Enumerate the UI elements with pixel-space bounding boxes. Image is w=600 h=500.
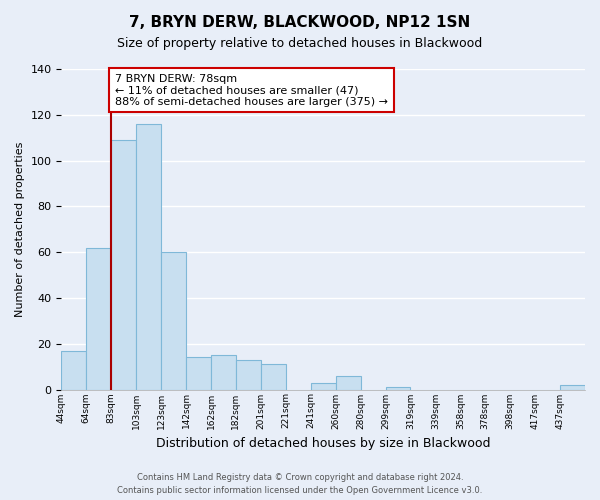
- Bar: [386, 387, 410, 390]
- Bar: [560, 385, 585, 390]
- Text: 7, BRYN DERW, BLACKWOOD, NP12 1SN: 7, BRYN DERW, BLACKWOOD, NP12 1SN: [130, 15, 470, 30]
- Bar: [311, 382, 335, 390]
- Text: Contains HM Land Registry data © Crown copyright and database right 2024.
Contai: Contains HM Land Registry data © Crown c…: [118, 474, 482, 495]
- X-axis label: Distribution of detached houses by size in Blackwood: Distribution of detached houses by size …: [156, 437, 490, 450]
- Text: 7 BRYN DERW: 78sqm
← 11% of detached houses are smaller (47)
88% of semi-detache: 7 BRYN DERW: 78sqm ← 11% of detached hou…: [115, 74, 388, 107]
- Bar: [86, 248, 111, 390]
- Bar: [335, 376, 361, 390]
- Y-axis label: Number of detached properties: Number of detached properties: [15, 142, 25, 317]
- Bar: [61, 350, 86, 390]
- Bar: [236, 360, 261, 390]
- Bar: [136, 124, 161, 390]
- Bar: [161, 252, 186, 390]
- Bar: [261, 364, 286, 390]
- Bar: [186, 358, 211, 390]
- Bar: [211, 355, 236, 390]
- Bar: [111, 140, 136, 390]
- Text: Size of property relative to detached houses in Blackwood: Size of property relative to detached ho…: [118, 38, 482, 51]
